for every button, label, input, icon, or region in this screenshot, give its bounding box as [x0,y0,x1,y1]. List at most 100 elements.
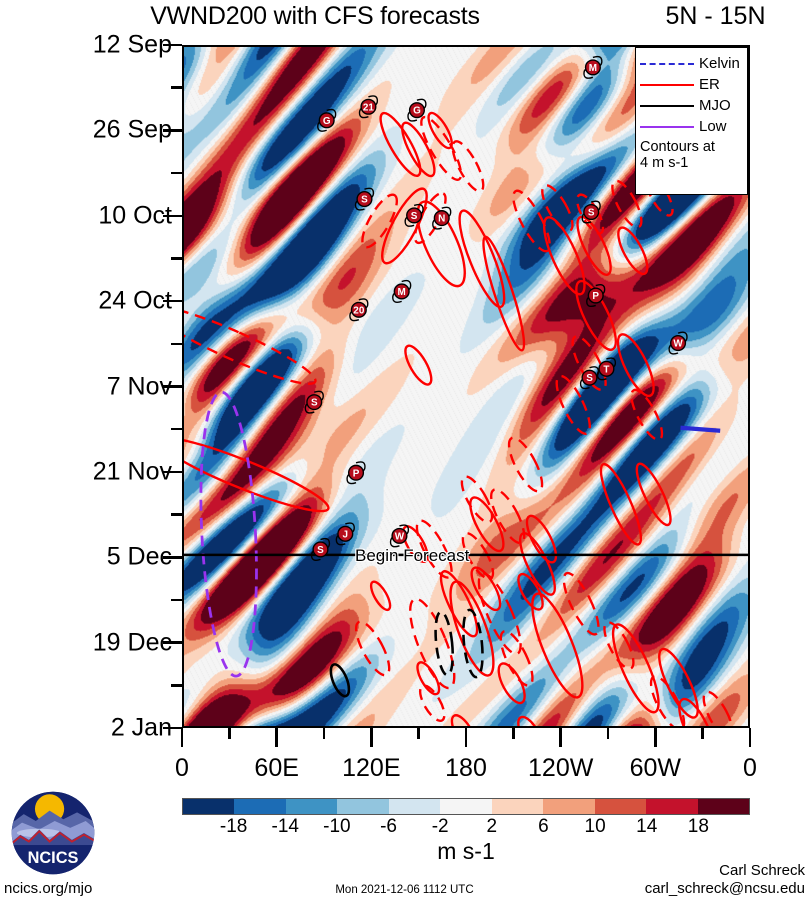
wave-legend: Kelvin ER MJO Low Contours at 4 m s-1 [635,47,748,195]
y-axis-tick-major [163,214,182,217]
wave-contour [531,592,584,699]
wave-contour [402,525,429,563]
footer-url[interactable]: ncics.org/mjo [4,880,93,897]
legend-item-mjo: MJO [640,95,743,116]
storm-marker-label: W [395,531,405,542]
footer-author: Carl Schreck [719,862,805,879]
storm-marker: G [407,98,427,122]
y-axis-tick-major [163,299,182,303]
wave-contour [562,571,600,636]
y-axis-tick-major [163,641,182,644]
wave-contour [470,566,502,612]
storm-marker-label: W [673,339,683,350]
x-axis-tick-major [748,728,752,747]
wave-contour [451,140,485,193]
x-axis-tick-major [464,728,468,747]
wave-contour [354,620,391,677]
y-axis-label: 12 Sep [92,30,172,59]
wave-contour [439,570,479,638]
colorbar-swatch-1 [234,799,286,814]
wave-contour [658,647,699,719]
wave-contour-line [680,425,721,433]
wave-contour [525,514,558,564]
x-axis-tick-minor [417,728,420,739]
wave-contour [603,621,635,670]
wave-contour [199,390,258,678]
legend-item-kelvin: Kelvin [640,53,743,74]
wave-contour [611,179,643,229]
wave-contour [420,115,463,181]
storm-marker: P [346,461,366,485]
colorbar-swatch-8 [594,799,647,814]
colorbar-swatch-0 [183,799,235,814]
x-axis-tick-minor [512,728,515,739]
storm-marker-label: N [438,214,445,225]
storm-marker-label: S [586,373,593,384]
y-axis-tick-minor [171,513,182,516]
y-axis-tick-major [163,129,182,132]
y-axis-tick-major [163,470,182,474]
storm-marker: S [354,187,375,211]
begin-forecast-label: Begin Forecast [355,545,470,565]
wave-contour [611,623,660,714]
storm-marker-label: S [317,545,324,556]
wave-contour [482,235,526,352]
y-axis-tick-major [163,43,182,47]
y-axis-tick-minor [171,171,182,175]
wave-contour [413,191,447,245]
legend-label-mjo: MJO [699,97,731,114]
storm-marker-label: M [589,63,597,74]
wave-contour [678,697,715,726]
colorbar-swatch-7 [543,799,595,814]
colorbar-swatch-3 [337,799,389,814]
wave-contour [576,215,612,276]
y-axis-label: 26 Sep [92,115,172,144]
storm-marker-label: S [361,195,368,206]
footer-email[interactable]: carl_schreck@ncsu.edu [644,880,805,897]
y-axis-label: 19 Dec [92,628,172,657]
wave-contour [517,572,544,611]
storm-marker: P [586,284,606,308]
storm-marker-label: J [343,529,349,540]
wave-contour [635,462,672,527]
x-axis-tick-minor [701,728,704,739]
storm-marker: N [432,206,452,230]
y-axis-tick-minor [171,684,182,687]
colorbar-tick: -2 [431,816,449,837]
colorbar-tick: -10 [323,816,351,837]
storm-marker: M [583,55,603,79]
legend-note-line2: 4 m s-1 [640,155,689,171]
y-axis-label: 10 Oct [98,201,172,230]
footer-timestamp: Mon 2021-12-06 1112 UTC [335,884,474,896]
y-axis-label: 21 Nov [92,457,172,486]
low-line-swatch [640,125,694,128]
mjo-line-swatch [640,104,694,107]
y-axis: 12 Sep 26 Sep 10 Oct 24 Oct 7 Nov 21 Nov 5 Dec… [0,31,182,742]
wave-contour [458,209,506,309]
wave-contour [418,684,446,722]
storm-marker: S [304,390,324,414]
storm-marker-label: G [413,106,421,117]
wave-contour [427,111,453,150]
storm-marker: 20 [349,298,369,322]
wave-contour [361,193,399,249]
wave-contour [542,216,586,296]
colorbar-swatch-10 [697,799,749,814]
y-axis-label: 7 Nov [106,372,172,400]
y-axis-label: 2 Jan [110,713,172,742]
y-axis-tick-minor [171,257,182,260]
wave-contour [462,608,484,679]
wave-contour [416,200,466,288]
colorbar-tick: -6 [380,816,397,837]
latitude-band-label: 5N - 15N [665,2,766,30]
colorbar-swatch-4 [388,799,441,814]
storm-marker-label: M [398,287,406,298]
wave-contour [499,630,534,687]
y-axis-tick-minor [171,342,182,346]
x-axis-tick-major [370,728,373,747]
page-title: VWND200 with CFS forecasts [150,2,480,30]
wave-contour [329,663,351,698]
wave-contour [381,187,428,265]
y-axis-tick-minor [171,86,182,89]
wave-contour [449,580,495,677]
